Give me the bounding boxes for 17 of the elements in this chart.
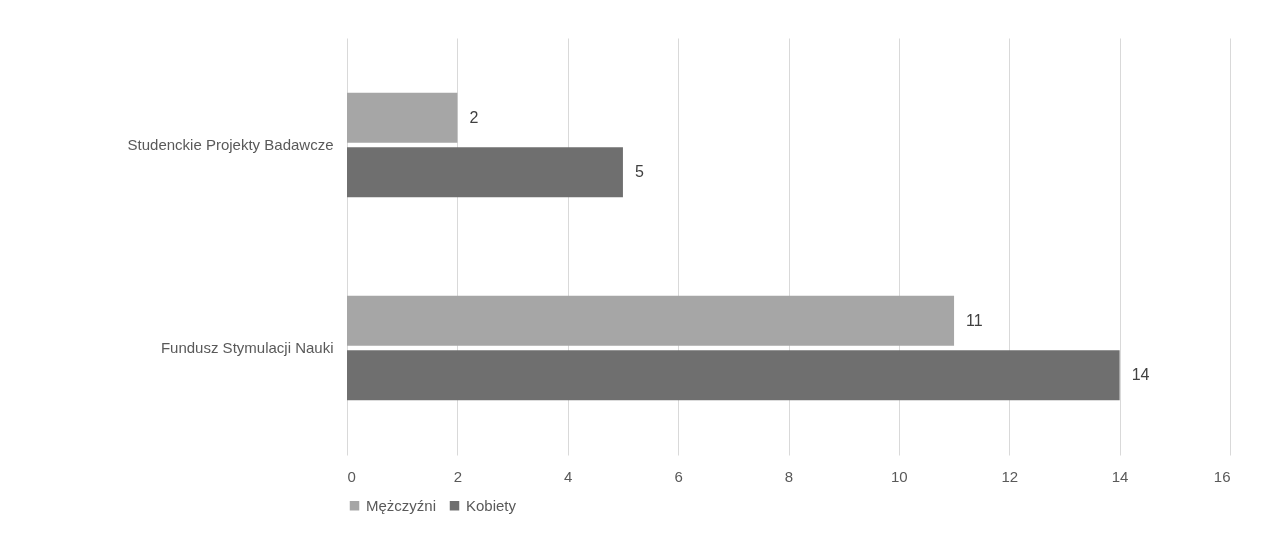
x-tick-label: 6	[674, 467, 683, 485]
x-tick-label: 8	[784, 467, 794, 485]
x-tick-label: 0	[347, 467, 356, 485]
legend-label: Kobiety	[466, 496, 517, 514]
data-label: 11	[966, 311, 983, 329]
data-label: 14	[1131, 366, 1150, 384]
x-tick-label: 10	[891, 467, 908, 485]
data-label: 5	[634, 163, 644, 181]
data-label: 2	[469, 108, 479, 126]
x-tick-label: 14	[1111, 467, 1129, 485]
y-tick-label: Studenckie Projekty Badawcze	[127, 136, 334, 154]
x-tick-label: 2	[453, 467, 463, 485]
x-tick-label: 12	[1001, 467, 1019, 485]
x-tick-label: 4	[564, 467, 573, 485]
y-tick-label: Fundusz Stymulacji Nauki	[160, 338, 334, 356]
x-tick-label: 16	[1213, 467, 1231, 485]
legend-label: Mężczyźni	[366, 496, 437, 514]
